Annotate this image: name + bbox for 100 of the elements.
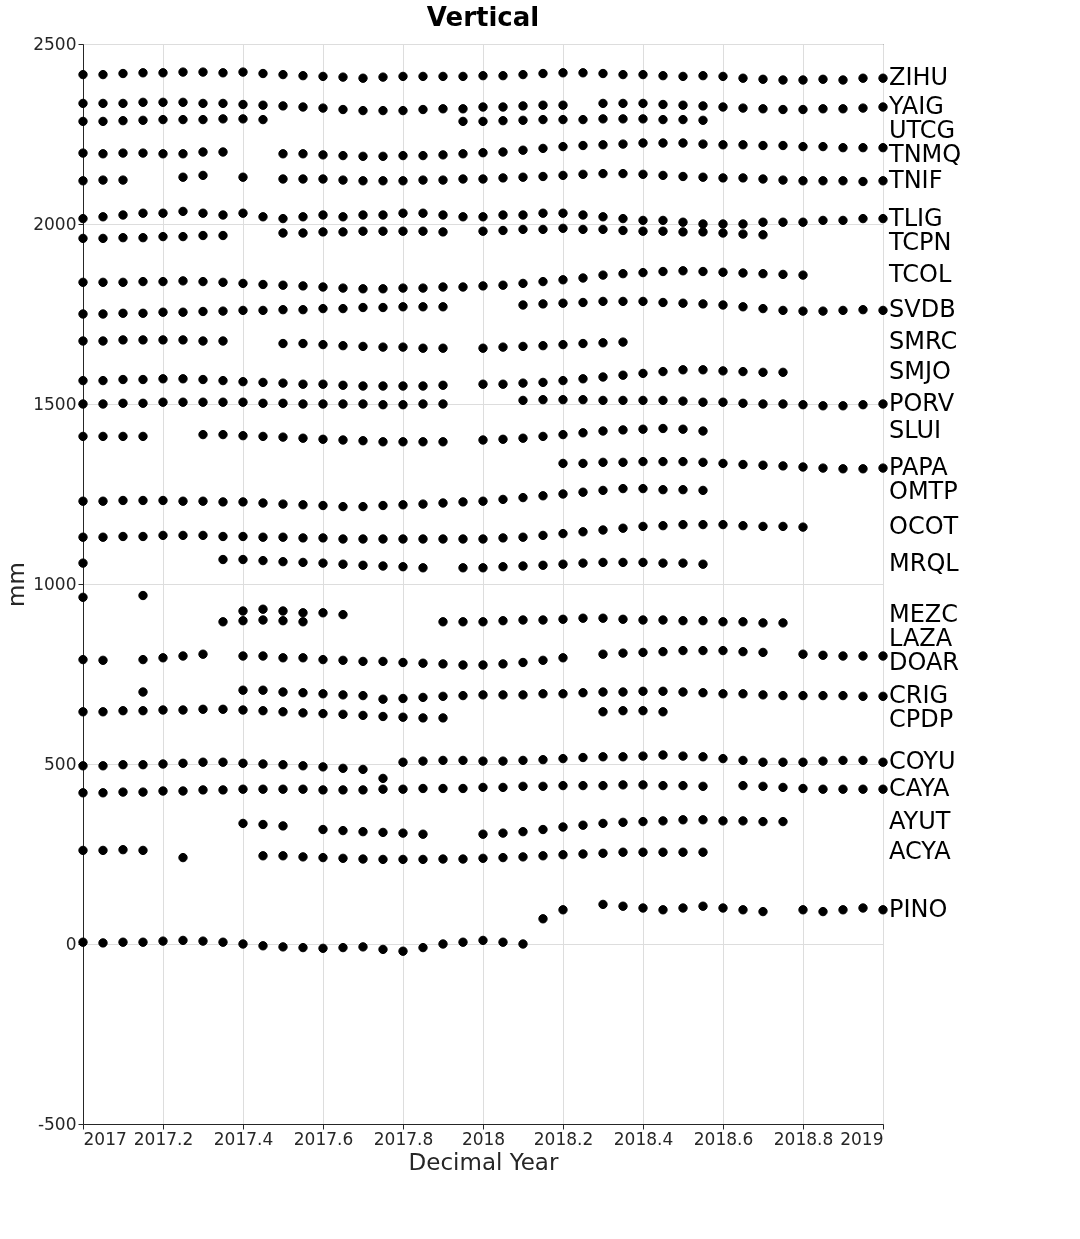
point [638,780,648,790]
point [98,496,108,506]
point [658,780,668,791]
point [698,901,708,911]
text: SMRC [889,327,958,356]
point [818,176,828,186]
point [138,687,148,697]
point [738,366,748,377]
point [358,381,368,391]
point [178,758,188,768]
point [478,379,488,389]
point [638,847,648,857]
point [198,496,208,506]
point [198,306,208,317]
point [778,690,788,701]
point [658,521,668,531]
point [678,847,688,857]
point [618,69,628,80]
point [738,689,748,699]
point [338,303,348,314]
point [338,212,348,222]
point [218,114,228,124]
point [138,431,148,442]
x-axis-title: Decimal Year [408,1148,559,1175]
point [618,752,628,762]
point [98,655,108,665]
point [78,937,88,947]
point [618,687,628,697]
y-tick-label: 0 [65,933,77,954]
point [778,175,788,185]
point [398,71,408,82]
point [658,707,668,717]
point [558,822,568,832]
point [298,761,308,771]
point [278,616,288,626]
point [698,485,708,496]
point [138,276,148,287]
point [438,71,448,82]
point [618,817,628,827]
point [758,816,768,827]
point [638,169,648,179]
point [298,784,308,794]
point [198,785,208,795]
point [258,706,268,716]
point [758,781,768,791]
point [418,563,428,573]
point [878,305,888,316]
point [198,147,208,157]
point [418,658,428,668]
point [598,707,608,717]
point [618,370,628,380]
point [178,335,188,345]
point [358,105,368,116]
point [618,296,628,307]
point [158,705,168,715]
point [318,762,328,772]
point [218,277,228,287]
point [158,114,168,125]
point [418,437,428,447]
point [818,215,828,226]
point [538,341,548,351]
point [78,176,88,186]
point [198,114,208,125]
series-label: ZIHU [889,63,949,92]
point [398,283,408,293]
point [538,824,548,835]
point [318,943,328,953]
point [458,783,468,794]
point [798,757,808,767]
point [278,821,288,831]
point [558,689,568,699]
point [538,68,548,79]
point [558,559,568,569]
point [198,374,208,385]
point [718,519,728,530]
point [758,217,768,227]
point [118,937,128,947]
point [878,143,888,153]
point [498,852,508,863]
point [338,709,348,719]
point [658,615,668,625]
point [818,690,828,701]
point [258,685,268,695]
point [658,750,668,760]
point [418,208,428,218]
point [778,399,788,409]
point [338,150,348,161]
point [398,657,408,668]
point [378,784,388,794]
point [798,649,808,659]
point [218,306,228,316]
point [198,530,208,541]
point [298,557,308,568]
point [78,148,88,158]
point [198,704,208,714]
point [618,457,628,467]
point [118,98,128,109]
point [238,818,248,829]
point [378,226,388,236]
point [198,208,208,218]
